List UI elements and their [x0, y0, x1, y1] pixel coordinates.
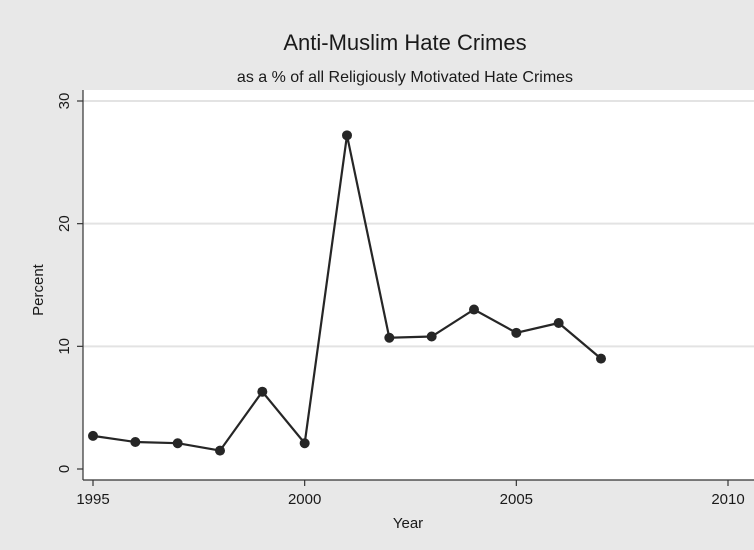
- series-line-group: [88, 130, 606, 456]
- gridlines: [83, 100, 754, 348]
- x-tick-label-2010: 2010: [711, 491, 744, 508]
- y-tick-label-10: 10: [56, 338, 73, 355]
- data-point-2002: [384, 332, 395, 343]
- y-tick-label-30: 30: [56, 93, 73, 110]
- x-axis-title: Year: [393, 515, 423, 532]
- data-point-2005: [511, 327, 522, 338]
- plot-area: [83, 90, 754, 480]
- chart-title: Anti-Muslim Hate Crimes: [283, 30, 526, 55]
- y-axis-title: Percent: [30, 263, 47, 316]
- data-point-1999: [257, 386, 268, 397]
- data-point-1997: [172, 438, 183, 449]
- tick-labels: 0 10 20 30 1995 2000 2005 2010: [56, 93, 745, 508]
- y-tick-label-20: 20: [56, 215, 73, 232]
- x-tick-label-2000: 2000: [288, 491, 321, 508]
- axes: [77, 90, 754, 486]
- x-tick-label-2005: 2005: [500, 491, 533, 508]
- data-point-2006: [553, 318, 564, 329]
- data-point-2007: [596, 353, 606, 364]
- data-point-1996: [130, 437, 141, 448]
- data-point-1998: [215, 445, 225, 456]
- y-tick-label-0: 0: [56, 465, 73, 473]
- data-point-2001: [342, 130, 352, 141]
- data-point-2004: [469, 304, 479, 315]
- x-tick-label-1995: 1995: [76, 491, 109, 508]
- data-point-1995: [88, 430, 98, 441]
- data-point-2003: [426, 331, 437, 342]
- data-point-2000: [299, 438, 310, 449]
- chart-subtitle: as a % of all Religiously Motivated Hate…: [237, 69, 573, 86]
